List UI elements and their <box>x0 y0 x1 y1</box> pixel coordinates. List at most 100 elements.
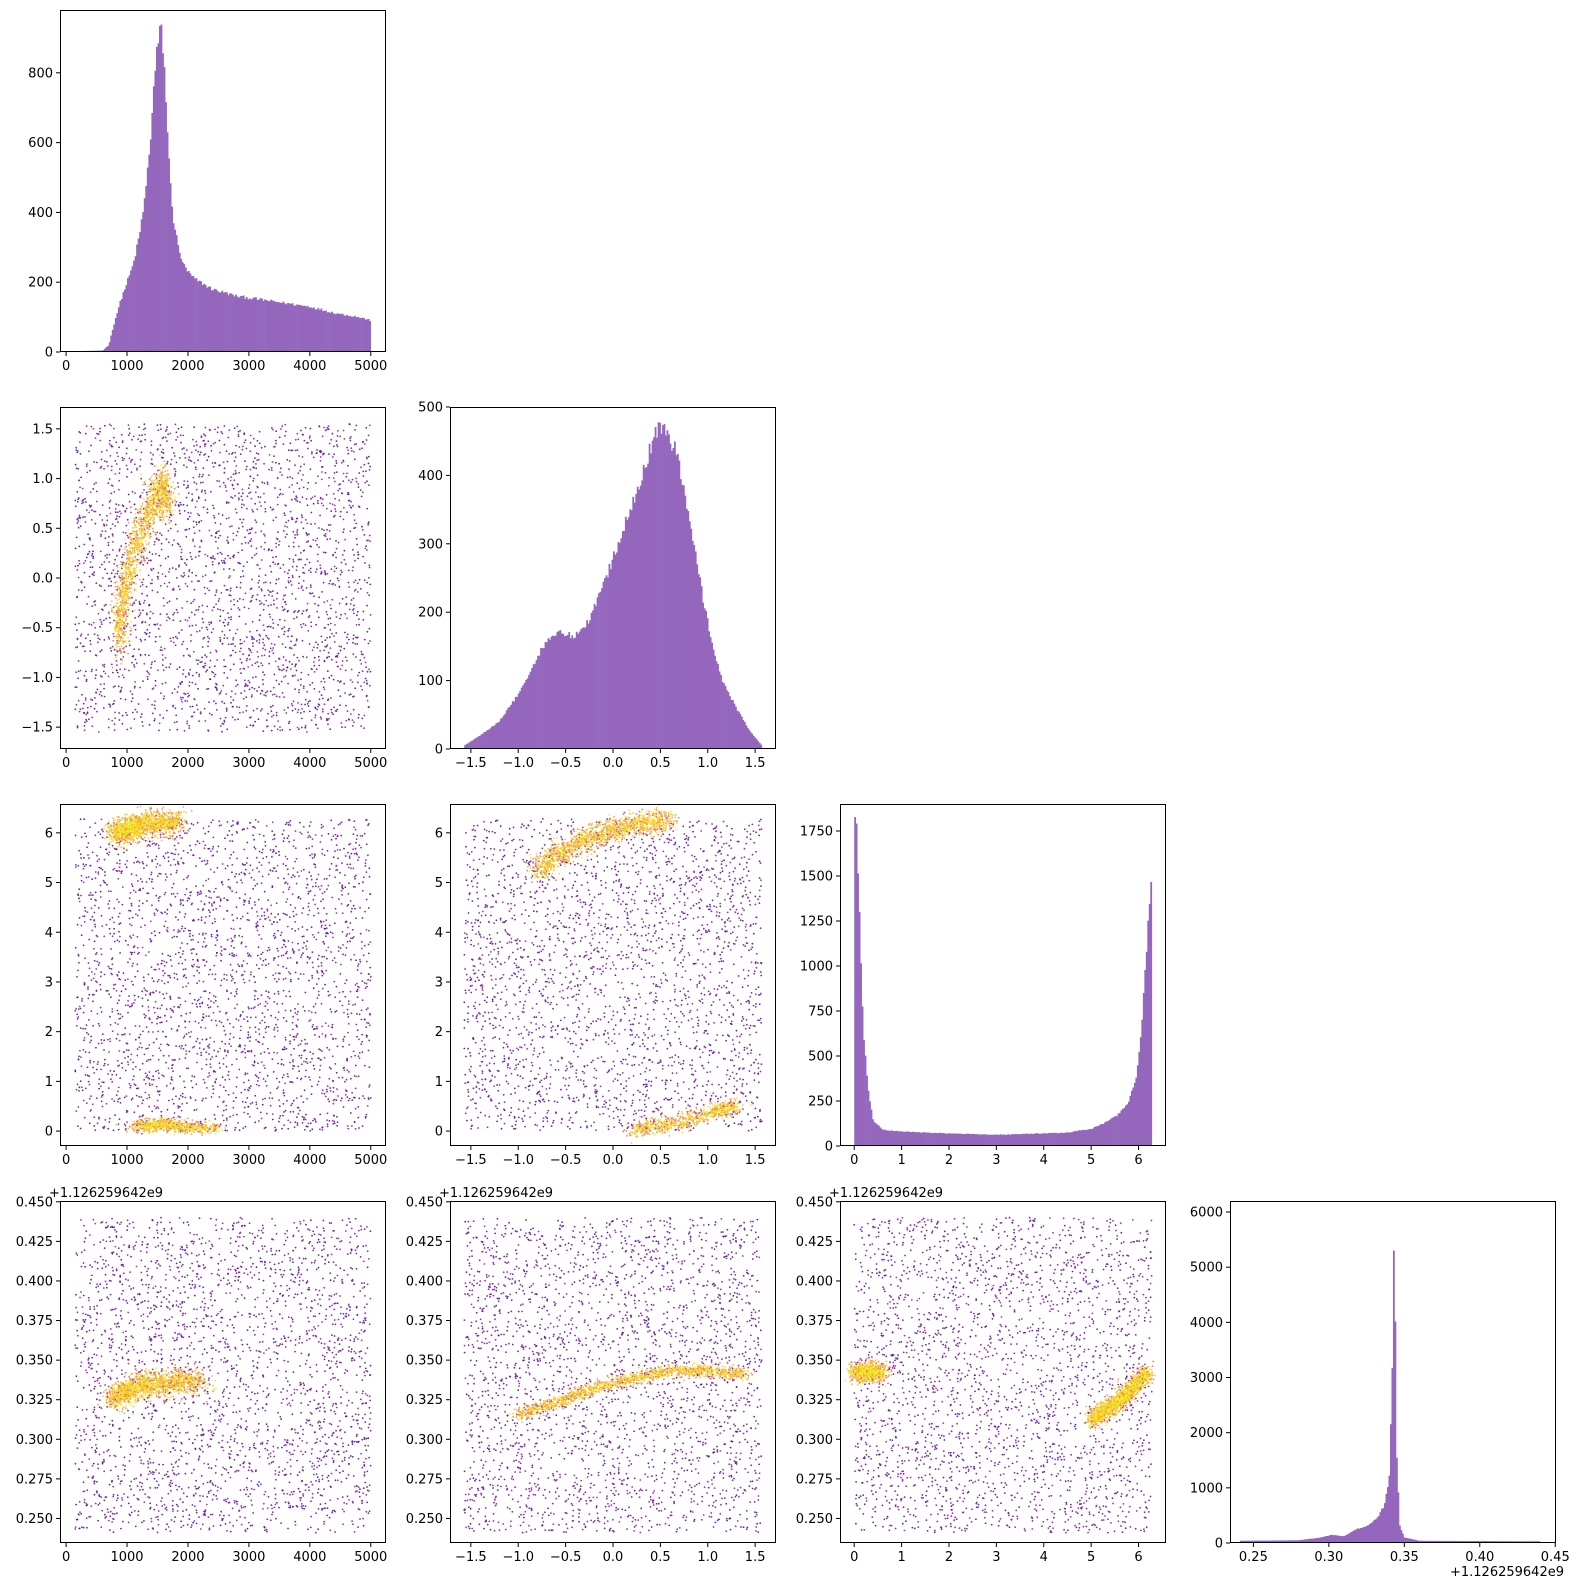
scatter-point <box>363 656 366 659</box>
scatter-point <box>180 698 183 701</box>
scatter-point <box>131 610 134 613</box>
scatter-point <box>112 569 115 571</box>
scatter-point <box>226 677 229 679</box>
scatter-point <box>79 486 81 489</box>
scatter-point <box>278 544 280 546</box>
scatter-point <box>191 715 194 718</box>
scatter-point <box>296 529 299 531</box>
hist-bar <box>485 731 487 749</box>
scatter-point <box>242 575 245 578</box>
scatter-point <box>141 517 144 520</box>
scatter-point <box>121 616 123 619</box>
scatter-point <box>283 877 285 880</box>
hist-bar <box>607 577 609 749</box>
scatter-point <box>139 539 142 542</box>
scatter-point <box>328 476 330 479</box>
scatter-point <box>307 540 310 543</box>
scatter-point <box>155 499 158 501</box>
scatter-point <box>310 545 313 548</box>
scatter-point <box>130 621 133 624</box>
scatter-point <box>125 567 127 570</box>
hist-bar <box>565 635 568 749</box>
scatter-point <box>268 468 270 471</box>
scatter-point <box>329 931 332 934</box>
scatter-point <box>275 870 278 873</box>
scatter-point <box>121 577 124 580</box>
scatter-point <box>114 558 116 561</box>
scatter-point <box>148 604 150 607</box>
scatter-point <box>365 898 368 901</box>
scatter-point <box>363 579 366 581</box>
scatter-point <box>240 647 242 650</box>
scatter-point <box>298 487 301 490</box>
scatter-point <box>369 640 371 642</box>
scatter-point <box>140 551 143 554</box>
scatter-point <box>172 705 174 708</box>
hist-bar <box>221 290 224 352</box>
scatter-point <box>235 685 237 687</box>
scatter-point <box>250 876 253 879</box>
scatter-point <box>116 664 118 666</box>
scatter-point <box>333 565 336 568</box>
scatter-point <box>224 484 227 487</box>
scatter-point <box>292 541 295 544</box>
scatter-point <box>194 556 197 558</box>
scatter-point <box>108 638 111 640</box>
scatter-point <box>356 610 359 613</box>
scatter-point <box>139 612 142 614</box>
scatter-point <box>208 428 211 431</box>
scatter-point <box>155 513 158 516</box>
scatter-point <box>87 718 90 721</box>
hist-bar <box>244 298 247 352</box>
scatter-point <box>237 483 239 486</box>
scatter-point <box>287 580 290 582</box>
scatter-point <box>262 638 264 641</box>
scatter-point <box>199 445 202 448</box>
scatter-point <box>327 425 330 427</box>
scatter-point <box>172 513 175 516</box>
scatter-point <box>190 460 193 463</box>
scatter-point <box>91 566 94 568</box>
scatter-point <box>195 574 198 577</box>
scatter-point <box>212 557 215 559</box>
scatter-point <box>103 663 106 666</box>
scatter-point <box>232 538 235 541</box>
scatter-point <box>82 707 84 710</box>
scatter-point <box>165 495 168 498</box>
scatter-point <box>230 701 232 704</box>
scatter-point <box>225 490 228 492</box>
scatter-point <box>147 543 150 546</box>
scatter-point <box>173 487 176 490</box>
scatter-point <box>196 630 198 633</box>
scatter-point <box>129 568 132 571</box>
scatter-point <box>307 629 310 632</box>
scatter-point <box>103 604 106 607</box>
scatter-point <box>257 655 260 658</box>
scatter-point <box>285 586 287 589</box>
scatter-point <box>138 434 141 437</box>
scatter-point <box>319 451 322 454</box>
scatter-point <box>132 655 135 658</box>
scatter-point <box>123 606 125 609</box>
scatter-point <box>138 547 140 549</box>
scatter-point <box>124 1069 127 1072</box>
scatter-point <box>287 449 290 452</box>
scatter-point <box>85 678 88 681</box>
scatter-point <box>234 495 236 497</box>
scatter-point <box>229 479 232 482</box>
scatter-point <box>133 463 136 466</box>
scatter-point <box>223 665 226 668</box>
scatter-point <box>187 875 190 877</box>
scatter-point <box>81 693 83 696</box>
hist-bar <box>605 575 608 749</box>
scatter-point <box>288 545 290 548</box>
scatter-point <box>322 581 325 584</box>
scatter-point <box>140 713 143 716</box>
scatter-point <box>186 504 189 507</box>
scatter-point <box>277 624 279 626</box>
scatter-point <box>89 918 92 921</box>
scatter-point <box>195 449 197 452</box>
scatter-point <box>137 538 140 540</box>
scatter-point <box>283 626 286 629</box>
scatter-point <box>97 641 99 644</box>
